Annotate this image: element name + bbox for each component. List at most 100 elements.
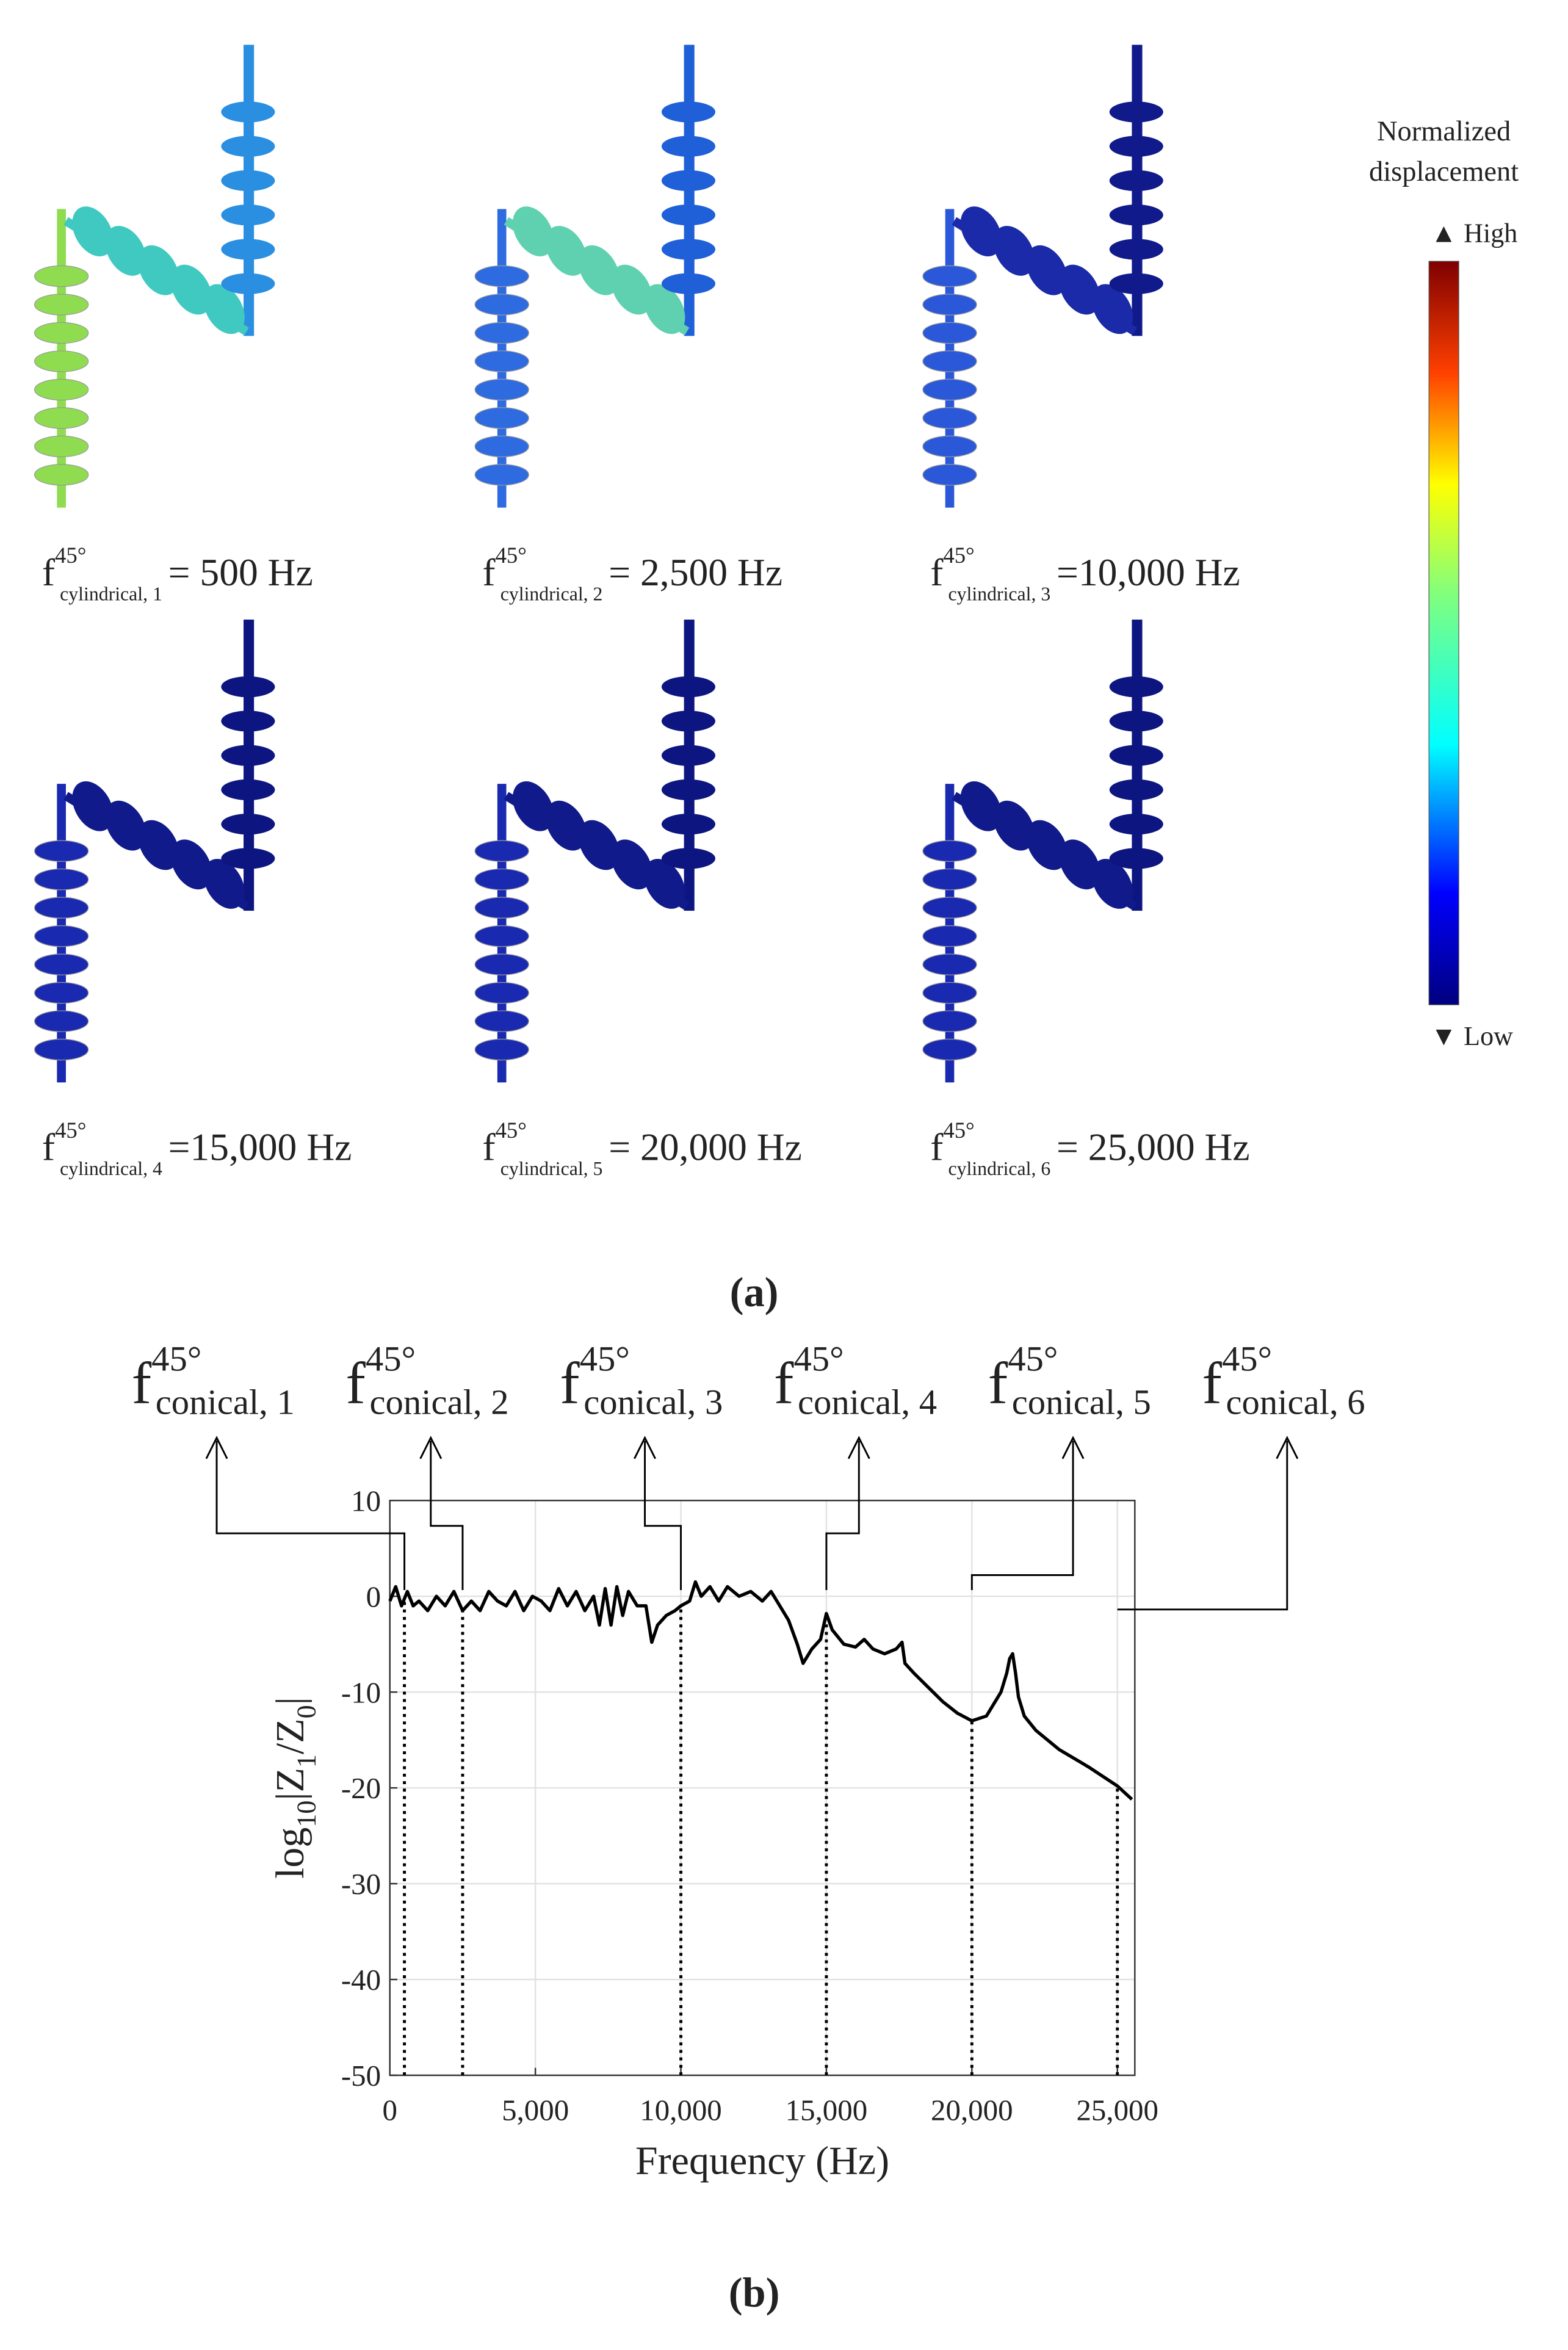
disc — [221, 848, 275, 869]
subscript: cylindrical, 4 — [60, 1158, 162, 1179]
subscript: conical, 2 — [369, 1382, 508, 1422]
disc — [545, 226, 587, 276]
disc — [72, 206, 114, 256]
symbol: f — [482, 551, 496, 594]
y-tick-label: -10 — [341, 1676, 381, 1709]
disc — [993, 800, 1035, 851]
disc — [661, 136, 715, 157]
connector — [644, 1441, 682, 1590]
subscript: conical, 6 — [1226, 1382, 1365, 1422]
disc — [474, 265, 529, 287]
disc — [474, 294, 529, 316]
disc — [578, 820, 620, 870]
disc — [105, 226, 146, 276]
disc — [34, 294, 89, 316]
superscript: 45° — [496, 1118, 527, 1143]
disc — [661, 745, 715, 766]
disc — [1091, 284, 1133, 334]
disc — [922, 322, 977, 344]
y-tick-label: -30 — [341, 1867, 381, 1901]
disc — [1109, 101, 1163, 123]
panel-label: (a) — [730, 1269, 779, 1315]
subscript: conical, 4 — [798, 1382, 937, 1422]
mode-label: f45° cylindrical, 1 = 500 Hz — [42, 543, 313, 604]
superscript: 45° — [55, 1118, 86, 1143]
subscript: 0 — [291, 1705, 321, 1718]
disc — [1059, 839, 1100, 890]
disc — [922, 925, 977, 947]
disc — [105, 800, 146, 851]
value: = 25,000 Hz — [1057, 1126, 1250, 1169]
disc — [474, 378, 529, 401]
disc — [34, 868, 89, 891]
disc — [960, 206, 1002, 256]
disc — [221, 239, 275, 260]
superscript: 45° — [55, 543, 86, 568]
connector — [970, 1441, 1074, 1590]
marker-label: f45° conical, 3 — [560, 1339, 723, 1422]
superscript: 45° — [496, 543, 527, 568]
y-tick-label: 0 — [366, 1580, 381, 1613]
disc — [34, 840, 89, 862]
disc — [1026, 820, 1068, 870]
value: =10,000 Hz — [1057, 551, 1240, 594]
subscript: 10 — [291, 1801, 321, 1828]
colorbar-low: ▼ Low — [1431, 1021, 1513, 1051]
disc — [221, 676, 275, 698]
disc — [1109, 273, 1163, 294]
superscript: 45° — [151, 1339, 201, 1378]
disc — [661, 710, 715, 732]
disc — [1109, 239, 1163, 260]
disc — [34, 982, 89, 1004]
disc — [922, 868, 977, 891]
disc — [1109, 779, 1163, 801]
insulator — [34, 45, 275, 508]
disc — [922, 953, 977, 975]
disc — [1109, 204, 1163, 226]
marker-label: f45° conical, 1 — [132, 1339, 295, 1422]
arrowhead — [634, 1436, 656, 1459]
disc — [922, 265, 977, 287]
subscript: conical, 3 — [583, 1382, 723, 1422]
disc — [922, 897, 977, 919]
disc — [1109, 814, 1163, 835]
symbol: f — [930, 1126, 944, 1169]
data-line — [388, 1580, 1133, 1801]
disc — [960, 781, 1002, 831]
mode-label: f45° cylindrical, 4 =15,000 Hz — [42, 1118, 352, 1179]
symbol: f — [1202, 1351, 1222, 1417]
symbol: f — [988, 1351, 1008, 1417]
disc — [545, 800, 587, 851]
y-tick-label: 10 — [351, 1484, 381, 1517]
y-tick-label: -20 — [341, 1771, 381, 1805]
disc — [34, 378, 89, 401]
disc — [1109, 170, 1163, 192]
connector — [1117, 1441, 1288, 1611]
disc — [661, 273, 715, 294]
disc — [661, 204, 715, 226]
symbol: f — [42, 1126, 56, 1169]
disc — [34, 925, 89, 947]
symbol: f — [42, 551, 56, 594]
disc — [993, 226, 1035, 276]
marker-label: f45° conical, 2 — [345, 1339, 508, 1422]
plot-frame — [389, 1500, 1136, 2077]
arrowhead — [847, 1436, 870, 1459]
insulator — [922, 45, 1163, 508]
disc — [474, 322, 529, 344]
disc — [474, 435, 529, 458]
superscript: 45° — [1008, 1339, 1058, 1378]
disc — [221, 710, 275, 732]
symbol: f — [132, 1351, 152, 1417]
disc — [661, 101, 715, 123]
x-axis-label: Frequency (Hz) — [635, 2138, 889, 2183]
disc — [922, 1010, 977, 1032]
disc — [203, 284, 245, 334]
disc — [644, 284, 685, 334]
disc — [203, 859, 245, 909]
disc — [34, 322, 89, 344]
superscript: 45° — [1222, 1339, 1272, 1378]
disc — [474, 925, 529, 947]
disc — [611, 264, 652, 315]
